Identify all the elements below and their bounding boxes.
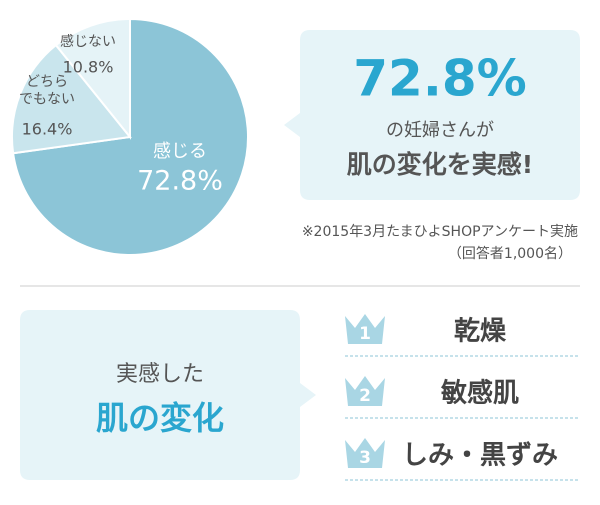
- heading-box: [20, 310, 316, 480]
- value-label: 10.8%: [63, 58, 114, 77]
- heading: 肌の変化: [96, 399, 224, 437]
- heading: 実感した: [116, 362, 204, 387]
- callout-line: 肌の変化を実感!: [347, 150, 533, 179]
- crown: [345, 376, 385, 406]
- rank: 1: [359, 324, 371, 344]
- value-label: 72.8%: [137, 166, 223, 197]
- pie-slice: [11, 43, 132, 155]
- slice-label: 感じる: [153, 141, 207, 162]
- rank: 3: [359, 448, 371, 468]
- crown: [345, 314, 385, 344]
- note: （回答者1,000名）: [448, 245, 572, 262]
- rank-label: しみ・黒ずみ: [402, 441, 558, 471]
- slice-label: どちらでもない: [19, 74, 75, 108]
- rank-label: 乾燥: [454, 317, 507, 347]
- rank-label: 敏感肌: [440, 379, 519, 409]
- callout-line: の妊婦さんが: [386, 120, 494, 141]
- note: ※2015年3月たまひよSHOPアンケート実施: [302, 224, 578, 240]
- callout-value: 72.8%: [353, 50, 526, 108]
- callout-box: [284, 30, 580, 200]
- value-label: 16.4%: [22, 120, 73, 139]
- slice-label: 感じない: [60, 33, 116, 50]
- crown: [345, 438, 385, 468]
- rank: 2: [359, 386, 371, 406]
- pie-slice: [54, 17, 131, 140]
